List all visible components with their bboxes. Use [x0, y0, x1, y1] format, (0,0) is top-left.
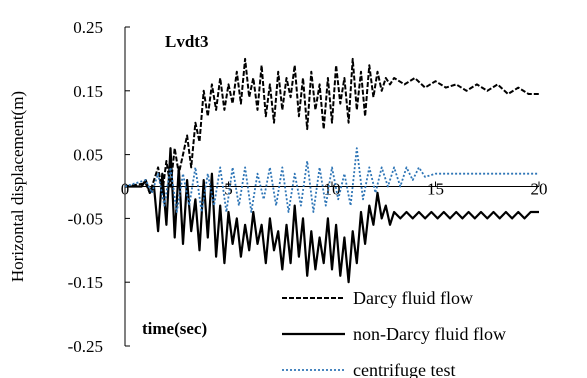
legend-label: centrifuge test: [353, 360, 455, 378]
series-line-non-darcy-fluid-flow: [125, 147, 539, 284]
y-ticks: 0.25 0.15 0.05 -0.05 -0.15 -0.25: [68, 18, 130, 356]
x-tick-label: 0: [121, 180, 130, 199]
series-line-centrifuge-test: [124, 147, 539, 213]
y-tick-label: 0.05: [73, 146, 103, 165]
series-lines: [124, 57, 539, 284]
y-tick-label: -0.15: [68, 273, 103, 292]
y-tick-label: -0.25: [68, 337, 103, 356]
chart-annotation: Lvdt3: [165, 32, 208, 51]
y-tick-label: -0.05: [68, 209, 103, 228]
x-tick-label: 5: [224, 180, 233, 199]
x-ticks: 0 5 10 15 20: [121, 180, 548, 199]
legend-label: Darcy fluid flow: [353, 288, 473, 308]
series-line-darcy-fluid-flow: [124, 57, 539, 194]
legend: Darcy fluid flow non-Darcy fluid flow cent…: [282, 288, 506, 378]
x-tick-label: 20: [531, 180, 548, 199]
legend-label: non-Darcy fluid flow: [353, 324, 506, 344]
x-tick-label: 15: [427, 180, 444, 199]
y-axis-title: Horizontal displacement(m): [8, 91, 27, 282]
y-tick-label: 0.25: [73, 18, 103, 37]
y-tick-label: 0.15: [73, 82, 103, 101]
x-axis-title: time(sec): [142, 319, 207, 338]
